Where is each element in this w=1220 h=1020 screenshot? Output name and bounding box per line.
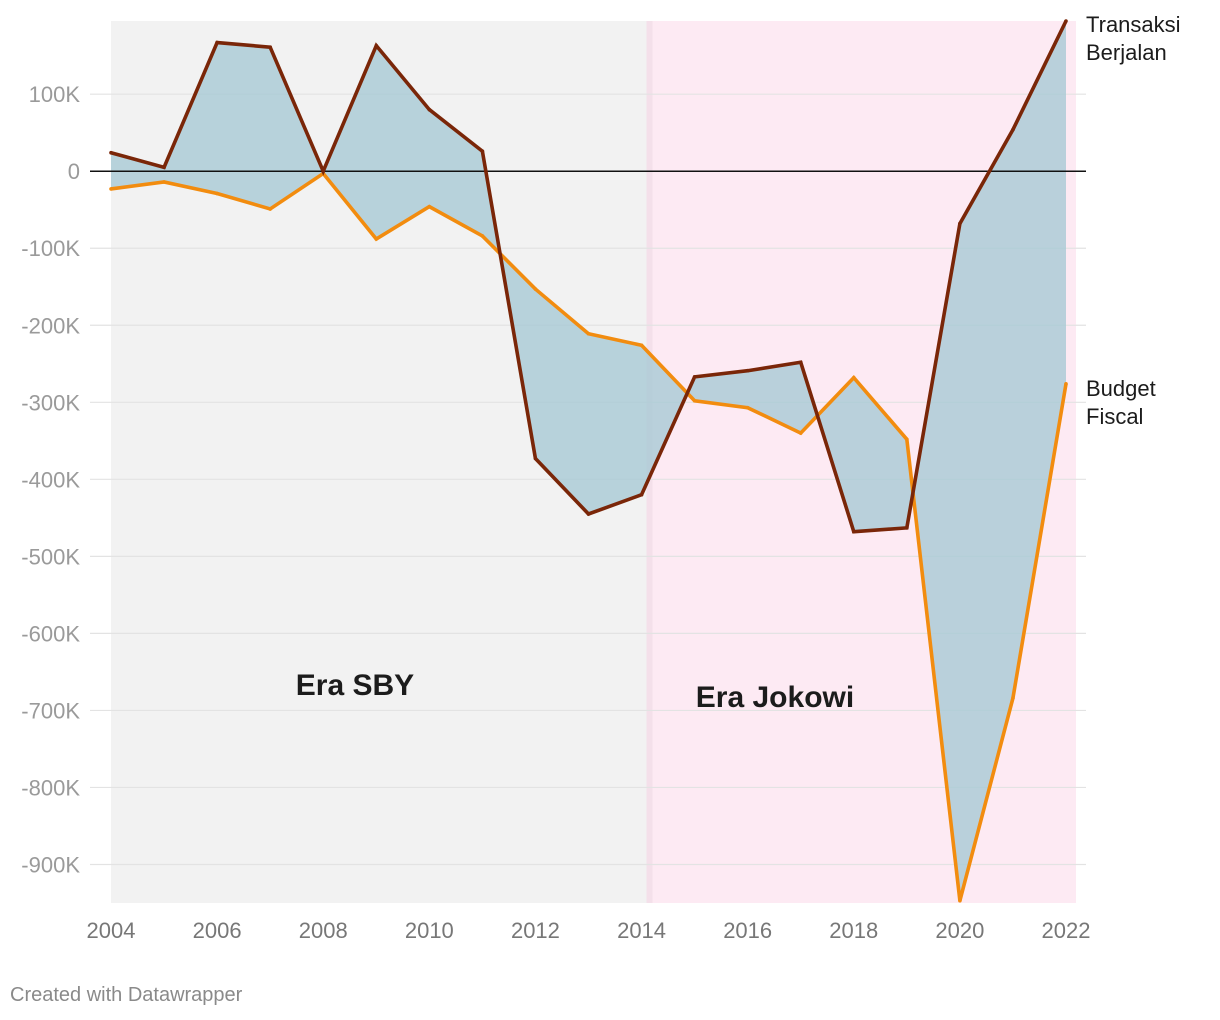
difference-fill bbox=[111, 21, 1066, 901]
data-point-0-2021 bbox=[1011, 127, 1015, 132]
x-tick-label: 2022 bbox=[1042, 918, 1091, 943]
data-point-0-2020 bbox=[958, 221, 962, 226]
data-point-1-2017 bbox=[798, 431, 803, 435]
y-tick-label: -100K bbox=[21, 236, 80, 261]
data-point-0-2017 bbox=[798, 360, 803, 365]
y-tick-label: -700K bbox=[21, 698, 80, 723]
data-point-1-2004 bbox=[109, 187, 113, 191]
series-label-1-line-0: Budget bbox=[1086, 376, 1156, 401]
y-tick-label: 0 bbox=[68, 159, 80, 184]
data-point-1-2015 bbox=[692, 398, 697, 403]
data-point-0-2022 bbox=[1064, 19, 1068, 23]
data-point-0-2015 bbox=[692, 375, 697, 379]
y-tick-label: -300K bbox=[21, 390, 80, 415]
data-point-0-2004 bbox=[109, 150, 113, 155]
data-point-1-2014 bbox=[639, 343, 644, 348]
series-label-1-line-1: Fiscal bbox=[1086, 404, 1143, 429]
chart: 100K 0 -100K -200K -300K -400K -500K -600K -700K… bbox=[21, 12, 1181, 943]
data-point-1-2020 bbox=[958, 898, 962, 903]
data-point-1-2013 bbox=[586, 331, 591, 336]
era-label-0: Era SBY bbox=[296, 669, 414, 702]
series-lines bbox=[109, 19, 1068, 903]
data-point-1-2022 bbox=[1064, 382, 1068, 386]
data-point-1-2021 bbox=[1011, 696, 1015, 700]
data-point-0-2016 bbox=[745, 368, 750, 373]
y-tick-label: -800K bbox=[21, 775, 80, 800]
data-point-1-2010 bbox=[427, 204, 432, 209]
data-point-0-2012 bbox=[533, 456, 538, 461]
data-point-0-2006 bbox=[215, 40, 219, 45]
series-label-0-line-0: Transaksi bbox=[1086, 12, 1181, 37]
x-tick-label: 2008 bbox=[299, 918, 348, 943]
era-label-1: Era Jokowi bbox=[696, 681, 854, 714]
difference-area bbox=[111, 21, 1066, 901]
data-point-1-2009 bbox=[374, 237, 379, 241]
credit-text: Created with Datawrapper bbox=[10, 984, 243, 1006]
x-tick-label: 2004 bbox=[87, 918, 136, 943]
y-tick-label: -900K bbox=[21, 852, 80, 877]
data-point-1-2006 bbox=[215, 191, 219, 196]
y-tick-label: -600K bbox=[21, 621, 80, 646]
data-point-1-2007 bbox=[268, 207, 272, 211]
data-point-0-2005 bbox=[162, 165, 166, 170]
data-point-0-2009 bbox=[374, 43, 379, 48]
data-point-1-2011 bbox=[480, 234, 485, 238]
y-tick-label: -200K bbox=[21, 313, 80, 338]
y-tick-label: -400K bbox=[21, 467, 80, 492]
data-point-0-2014 bbox=[639, 492, 644, 497]
y-tick-label: -500K bbox=[21, 544, 80, 569]
x-tick-label: 2016 bbox=[723, 918, 772, 943]
data-point-1-2018 bbox=[851, 375, 856, 380]
x-tick-label: 2020 bbox=[935, 918, 984, 943]
x-tick-label: 2014 bbox=[617, 918, 666, 943]
data-point-0-2007 bbox=[268, 45, 272, 49]
data-point-0-2019 bbox=[905, 526, 909, 530]
x-tick-label: 2012 bbox=[511, 918, 560, 943]
data-point-0-2008 bbox=[321, 169, 326, 174]
x-tick-label: 2010 bbox=[405, 918, 454, 943]
data-point-0-2010 bbox=[427, 107, 432, 112]
data-point-0-2018 bbox=[851, 529, 856, 534]
x-tick-label: 2018 bbox=[829, 918, 878, 943]
y-axis-ticks: 100K 0 -100K -200K -300K -400K -500K -600K -700K… bbox=[21, 82, 80, 877]
y-tick-label: 100K bbox=[29, 82, 81, 107]
data-point-1-2005 bbox=[162, 180, 166, 184]
data-point-0-2013 bbox=[586, 512, 591, 516]
data-point-1-2016 bbox=[745, 405, 750, 410]
series-label-0-line-1: Berjalan bbox=[1086, 40, 1167, 65]
x-tick-label: 2006 bbox=[193, 918, 242, 943]
x-axis-ticks: 2004 2006 2008 2010 2012 2014 2016 2018 2020 2022 bbox=[87, 918, 1091, 943]
series-labels: Transaksi Berjalan Budget Fiscal bbox=[1086, 12, 1181, 429]
era-labels: Era SBY Era Jokowi bbox=[296, 669, 854, 714]
data-point-1-2019 bbox=[905, 437, 909, 442]
data-point-0-2011 bbox=[480, 149, 485, 153]
data-point-1-2012 bbox=[533, 287, 538, 291]
